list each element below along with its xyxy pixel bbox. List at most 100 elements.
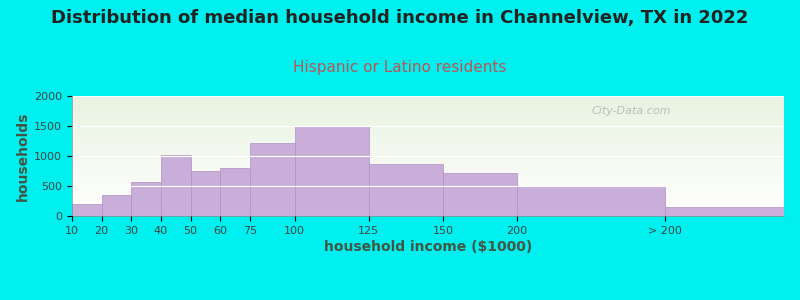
Bar [72,200,784,201]
Bar [72,139,784,140]
Bar [72,132,784,133]
Bar [72,109,784,110]
Bar [72,186,784,187]
Bar [72,185,784,186]
Bar [72,184,784,185]
Bar [72,105,784,106]
Bar [72,112,784,113]
Bar [72,110,784,111]
Bar [72,209,784,210]
Bar [72,164,784,165]
Bar [72,204,102,216]
Bar [72,103,784,104]
Bar [72,114,784,115]
Bar [72,124,784,125]
Bar [72,163,784,164]
Bar [72,146,784,147]
Bar [72,170,784,171]
X-axis label: household income ($1000): household income ($1000) [324,240,532,254]
Bar [72,135,784,136]
Bar [72,128,784,129]
Text: Distribution of median household income in Channelview, TX in 2022: Distribution of median household income … [51,9,749,27]
Bar [72,162,784,163]
Bar [72,130,784,131]
Bar [72,187,784,188]
Bar [72,175,784,176]
Bar [72,198,784,199]
Text: Hispanic or Latino residents: Hispanic or Latino residents [294,60,506,75]
Bar [72,100,784,101]
Bar [102,195,131,216]
Bar [72,181,784,182]
Bar [72,166,784,167]
Bar [72,182,784,183]
Bar [72,96,784,97]
Bar [666,207,784,216]
Bar [72,203,784,204]
Bar [72,119,784,120]
Bar [72,214,784,215]
Bar [190,171,220,216]
Bar [72,189,784,190]
Bar [72,174,784,175]
Bar [72,160,784,161]
Bar [72,165,784,166]
Bar [72,161,784,162]
Bar [72,213,784,214]
Bar [72,133,784,134]
Bar [72,151,784,152]
Bar [72,178,784,179]
Bar [72,97,784,98]
Bar [72,155,784,156]
Bar [72,159,784,160]
Bar [72,190,784,191]
Text: City-Data.com: City-Data.com [592,106,671,116]
Bar [72,215,784,216]
Bar [72,211,784,212]
Bar [72,111,784,112]
Bar [72,183,784,184]
Bar [72,207,784,208]
Bar [443,172,517,216]
Bar [72,193,784,194]
Bar [72,168,784,169]
Bar [72,99,784,100]
Bar [72,149,784,150]
Bar [72,202,784,203]
Bar [72,134,784,135]
Bar [72,120,784,121]
Bar [72,201,784,202]
Bar [72,169,784,170]
Bar [72,127,784,128]
Bar [72,138,784,139]
Bar [72,150,784,151]
Bar [72,206,784,207]
Bar [72,148,784,149]
Y-axis label: households: households [16,111,30,201]
Bar [72,106,784,107]
Bar [72,191,784,192]
Bar [72,177,784,178]
Bar [72,197,784,198]
Bar [72,122,784,123]
Bar [72,136,784,137]
Bar [72,142,784,143]
Bar [72,121,784,122]
Bar [72,126,784,127]
Bar [72,194,784,195]
Bar [72,208,784,209]
Bar [72,212,784,213]
Bar [72,137,784,138]
Bar [72,141,784,142]
Bar [517,186,666,216]
Bar [72,145,784,146]
Bar [72,152,784,153]
Bar [131,182,161,216]
Bar [72,102,784,103]
Bar [72,158,784,159]
Bar [369,164,443,216]
Bar [72,115,784,116]
Bar [72,196,784,197]
Bar [72,144,784,145]
Bar [72,129,784,130]
